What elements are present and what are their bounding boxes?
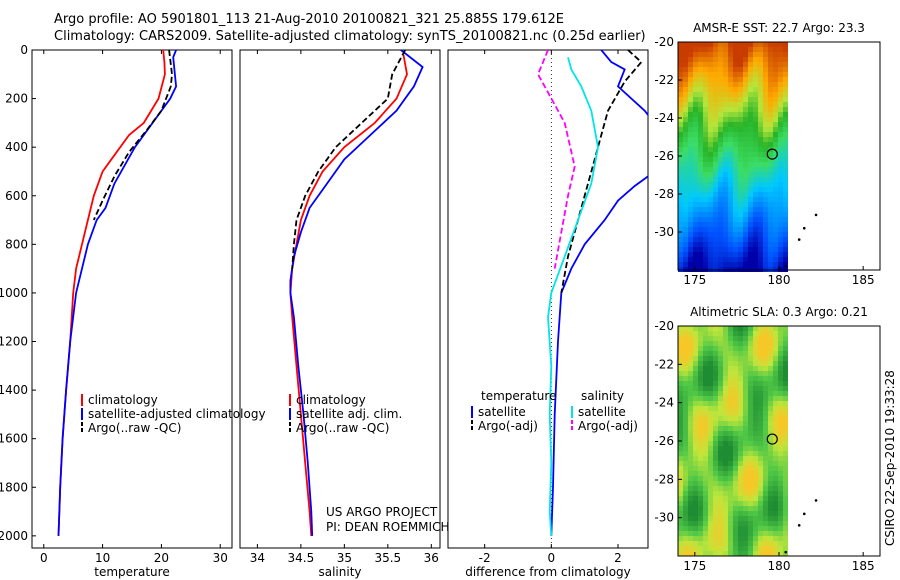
y-tick-label: 1000	[0, 286, 28, 300]
float-track-point	[784, 264, 788, 268]
x-tick-label: 34	[250, 551, 265, 565]
y-tick-label: 0	[20, 43, 28, 57]
x-tick-label: 175	[683, 559, 706, 573]
x-tick-label: 180	[768, 559, 791, 573]
series-group	[289, 50, 424, 536]
y-tick-label: -26	[654, 149, 674, 163]
y-tick-label: 200	[5, 92, 28, 106]
legend-entry: satellite	[478, 405, 526, 419]
series-line-argo-raw-qc-	[92, 50, 173, 221]
float-track-point	[802, 226, 806, 230]
map-panel-2: Altimetric SLA: 0.3 Argo: 0.21 -20 -22 -24 -…	[654, 305, 881, 573]
x-tick-label: 0	[40, 551, 48, 565]
float-position-marker	[766, 433, 778, 445]
x-tick-label: 185	[852, 273, 875, 287]
series-line-satellite-adj-clim-	[289, 50, 424, 536]
profile-panel-1: 0 10 20 30 0 200 400 600 800 1000 1200 1400 1600 1800…	[0, 43, 266, 579]
profile-panel-2: 34 34.5 35 35.5 36 salinity climatologysatelli…	[239, 49, 441, 579]
y-tick-label: -20	[654, 319, 674, 333]
map-panel-1: AMSR-E SST: 22.7 Argo: 23.3 -20 -22 -24 -26 -…	[654, 21, 881, 287]
plot-title-line-1: Argo profile: AO 5901801_113 21-Aug-2010…	[54, 12, 564, 27]
map-title: AMSR-E SST: 22.7 Argo: 23.3	[693, 21, 865, 35]
series-line-satellite	[547, 57, 599, 536]
x-tick-label: 185	[852, 559, 875, 573]
pi-label: PI: DEAN ROEMMICH	[326, 520, 449, 534]
legend-entry: Argo(-adj)	[578, 419, 638, 433]
y-tick-label: 2000	[0, 529, 28, 543]
y-tick-label: -22	[654, 357, 674, 371]
y-tick-label: 1800	[0, 480, 28, 494]
legend-group-heading: temperature	[481, 389, 556, 403]
series-line-satellite	[550, 175, 648, 536]
y-tick-label: -30	[654, 225, 674, 239]
legend-group-heading: salinity	[581, 389, 624, 403]
plot-frame	[31, 49, 233, 549]
series-line-argo-raw-qc-	[291, 50, 406, 269]
y-tick-label: 1600	[0, 432, 28, 446]
sst-field	[678, 42, 788, 272]
timestamp-label: CSIRO 22-Sep-2010 19:33:28	[883, 370, 897, 546]
x-tick-label: 10	[95, 551, 110, 565]
float-position-marker	[766, 148, 778, 160]
legend-entry: climatology	[88, 393, 158, 407]
y-tick-label: -24	[654, 396, 674, 410]
series-group	[537, 50, 648, 536]
x-tick-label: 175	[683, 273, 706, 287]
series-group	[57, 50, 178, 536]
float-track-point	[814, 213, 818, 217]
y-tick-label: -24	[654, 111, 674, 125]
x-tick-label: 34.5	[288, 551, 315, 565]
float-track-point	[797, 524, 801, 527]
x-tick-label: -2	[479, 551, 491, 565]
series-line-argo-adj-	[560, 50, 643, 294]
float-track-point	[797, 238, 801, 241]
float-track-point	[802, 512, 806, 516]
y-tick-label: -28	[654, 472, 674, 486]
y-tick-label: -20	[654, 35, 674, 49]
legend-entry: satellite	[578, 405, 626, 419]
map-title: Altimetric SLA: 0.3 Argo: 0.21	[690, 305, 868, 319]
legend-entry: climatology	[296, 393, 366, 407]
y-tick-label: 1400	[0, 383, 28, 397]
x-tick-label: 35	[337, 551, 352, 565]
series-line-argo-adj-	[537, 50, 576, 269]
sla-field	[678, 326, 788, 556]
series-line-satellite-adjusted-climatology	[57, 50, 178, 536]
x-tick-label: 180	[768, 273, 791, 287]
x-axis-label: salinity	[318, 565, 361, 579]
x-tick-label: 35.5	[374, 551, 401, 565]
x-tick-label: 0	[548, 551, 556, 565]
float-track-point	[784, 550, 788, 554]
legend-entry: Argo(..raw -QC)	[88, 421, 181, 435]
plot-frame	[447, 49, 649, 549]
legend-entry: satellite adj. clim.	[296, 407, 402, 421]
series-line-climatology	[57, 50, 166, 536]
x-tick-label: 2	[614, 551, 622, 565]
x-tick-label: 36	[424, 551, 439, 565]
project-label: US ARGO PROJECT	[326, 505, 438, 519]
y-tick-label: 400	[5, 140, 28, 154]
legend-entry: Argo(-adj)	[478, 419, 538, 433]
series-line-satellite	[600, 50, 648, 117]
y-tick-label: -28	[654, 187, 674, 201]
x-tick-label: 30	[213, 551, 228, 565]
x-axis-label: difference from climatology	[465, 565, 631, 579]
y-tick-label: -26	[654, 434, 674, 448]
legend-entry: Argo(..raw -QC)	[296, 421, 389, 435]
y-tick-label: 600	[5, 189, 28, 203]
y-tick-label: 800	[5, 237, 28, 251]
plot-title-line-2: Climatology: CARS2009. Satellite-adjuste…	[54, 29, 646, 44]
y-tick-label: -30	[654, 511, 674, 525]
plot-frame	[239, 49, 441, 549]
y-tick-label: 1200	[0, 335, 28, 349]
float-track-point	[814, 499, 818, 502]
x-tick-label: 20	[154, 551, 169, 565]
x-axis-label: temperature	[94, 565, 169, 579]
legend-entry: satellite-adjusted climatology	[88, 407, 266, 421]
y-tick-label: -22	[654, 73, 674, 87]
